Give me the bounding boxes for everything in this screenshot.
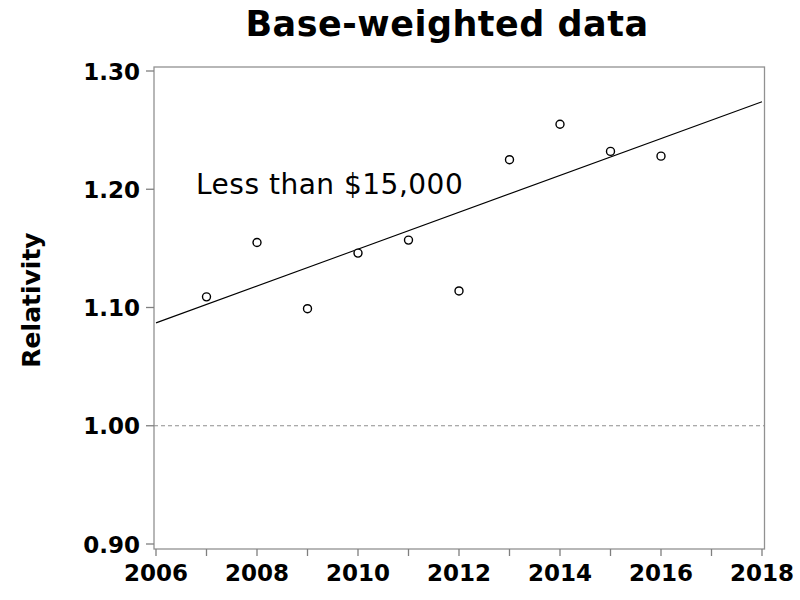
x-tick-label: 2012 xyxy=(427,560,491,586)
y-tick-label: 0.90 xyxy=(83,532,140,558)
data-point xyxy=(556,120,564,128)
chart-container: Base-weighted data Relativity Less than … xyxy=(0,0,800,600)
plot-area: 2006 2008 2010 2012 2014 2016 2018 0.90 1.00 1.10… xyxy=(0,0,800,600)
x-tick-label: 2006 xyxy=(124,560,188,586)
data-point xyxy=(657,152,665,160)
x-tick-label: 2016 xyxy=(629,560,693,586)
x-tick-label: 2014 xyxy=(528,560,592,586)
data-point xyxy=(506,156,514,164)
data-point xyxy=(203,293,211,301)
data-point xyxy=(253,238,261,246)
y-tick-label: 1.10 xyxy=(83,295,140,321)
y-tick-label: 1.00 xyxy=(83,413,140,439)
data-point xyxy=(405,236,413,244)
y-tick-label: 1.20 xyxy=(83,177,140,203)
y-tick-label: 1.30 xyxy=(83,59,140,85)
data-point xyxy=(354,249,362,257)
x-tick-label: 2010 xyxy=(326,560,390,586)
data-point xyxy=(304,305,312,313)
x-tick-label: 2008 xyxy=(225,560,289,586)
data-point xyxy=(607,147,615,155)
x-tick-label: 2018 xyxy=(730,560,794,586)
data-point xyxy=(455,287,463,295)
plot-frame xyxy=(154,67,765,549)
